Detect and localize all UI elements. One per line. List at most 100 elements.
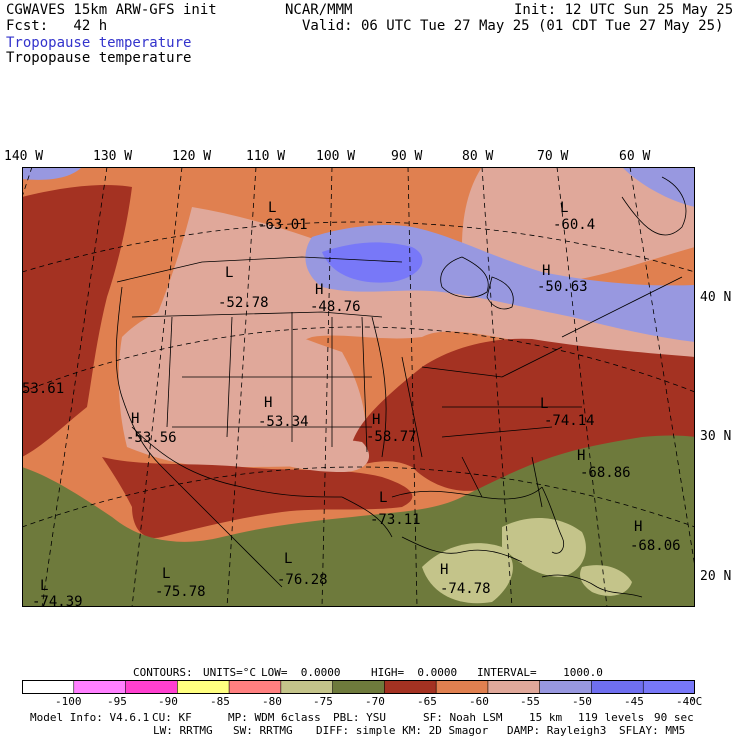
- extremum-value: -75.78: [155, 584, 206, 600]
- extremum-type: L: [560, 200, 568, 216]
- time-step: 90 sec: [654, 711, 694, 724]
- extremum-type: L: [268, 200, 276, 216]
- colorbar-swatch: [125, 680, 179, 694]
- extremum-value: -48.76: [310, 299, 361, 315]
- extremum-marker: H -53.34: [258, 395, 309, 430]
- colorbar-label: -95: [107, 695, 127, 708]
- pbl-scheme: PBL: YSU: [333, 711, 386, 724]
- extremum-value: -74.14: [544, 413, 595, 429]
- extremum-marker: L -63.01: [257, 200, 308, 233]
- extremum-value: 53.61: [22, 381, 64, 397]
- lon-label-140w: 140 W: [4, 149, 44, 164]
- valid-time: Valid: 06 UTC Tue 27 May 25 (01 CDT Tue …: [302, 18, 724, 34]
- extremum-marker: H -58.77: [366, 412, 417, 445]
- colorbar-label: -85: [210, 695, 230, 708]
- lon-label-120w: 120 W: [172, 149, 212, 164]
- colorbar-swatch: [280, 680, 334, 694]
- extremum-marker: H -68.06: [630, 519, 681, 554]
- tropopause-temperature-map: L -63.01 L -60.4 H -50.63 L -52.78 H -48…: [22, 167, 695, 607]
- extremum-value: -53.34: [258, 414, 309, 430]
- colorbar-label: -75: [313, 695, 333, 708]
- colorbar-label: -40: [676, 695, 696, 708]
- extremum-marker: H -48.76: [310, 282, 361, 315]
- extremum-type: H: [542, 263, 550, 279]
- colorbar-swatch: [73, 680, 127, 694]
- low-label: LOW= 0.0000: [261, 666, 341, 679]
- colorbar-label: -80: [262, 695, 282, 708]
- extremum-type: H: [577, 448, 585, 464]
- diffusion-scheme: DIFF: simple KM: 2D Smagor: [316, 724, 489, 737]
- colorbar: [22, 680, 695, 694]
- extremum-type: H: [372, 412, 380, 428]
- extremum-type: L: [379, 490, 387, 506]
- colorbar-label: -45: [624, 695, 644, 708]
- colorbar-label: -70: [365, 695, 385, 708]
- extremum-marker: H -68.86: [577, 448, 631, 481]
- extremum-marker: L -74.14: [540, 396, 595, 429]
- extremum-marker: L -74.39: [32, 578, 83, 607]
- lat-label-20n: 20 N: [700, 569, 732, 584]
- extremum-marker: H -50.63: [537, 263, 588, 295]
- extremum-type: L: [284, 551, 292, 567]
- extremum-value: -50.63: [537, 279, 588, 295]
- colorbar-label: -55: [520, 695, 540, 708]
- extremum-value: -60.4: [553, 217, 595, 233]
- shortwave-scheme: SW: RRTMG: [233, 724, 293, 737]
- extremum-type: L: [540, 396, 548, 412]
- extremum-type: H: [264, 395, 272, 411]
- colorbar-swatch: [642, 680, 695, 694]
- lat-label-40n: 40 N: [700, 290, 732, 305]
- extremum-value: -53.56: [126, 430, 177, 446]
- map-frame: [22, 167, 695, 607]
- projection-lines: [22, 167, 695, 607]
- extremum-marker: 53.61: [22, 381, 64, 397]
- colorbar-swatch: [591, 680, 645, 694]
- damping-scheme: DAMP: Rayleigh3: [507, 724, 607, 737]
- lon-label-80w: 80 W: [462, 149, 494, 164]
- extremum-marker: L -73.11: [370, 490, 421, 528]
- forecast-hour: Fcst: 42 h: [6, 18, 108, 34]
- extremum-type: L: [162, 566, 170, 582]
- model-info: Model Info: V4.6.1: [30, 711, 150, 724]
- vertical-levels: 119 levels: [578, 711, 645, 724]
- extremum-type: H: [131, 411, 139, 427]
- model-title: CGWAVES 15km ARW-GFS init: [6, 2, 217, 18]
- colorbar-label: -50: [572, 695, 592, 708]
- extremum-value: -68.06: [630, 538, 681, 554]
- extremum-value: -73.11: [370, 512, 421, 528]
- extremum-type: H: [440, 562, 448, 578]
- extremum-marker: L -52.78: [218, 265, 269, 311]
- colorbar-unit: °C: [689, 695, 703, 708]
- contours-label: CONTOURS:: [133, 666, 193, 679]
- colorbar-label: -65: [417, 695, 437, 708]
- extremum-type: H: [634, 519, 642, 535]
- field-title-secondary: Tropopause temperature: [6, 50, 192, 66]
- colorbar-label: -100: [55, 695, 82, 708]
- extremum-type: L: [40, 578, 48, 594]
- colorbar-label: -60: [469, 695, 489, 708]
- surface-scheme: SF: Noah LSM: [423, 711, 503, 724]
- microphysics-scheme: MP: WDM 6class: [228, 711, 321, 724]
- colorbar-swatch: [22, 680, 75, 694]
- extremum-value: -68.86: [580, 465, 631, 481]
- extrema-labels: L -63.01 L -60.4 H -50.63 L -52.78 H -48…: [22, 200, 681, 607]
- extremum-marker: H -53.56: [126, 411, 177, 446]
- colorbar-swatch: [539, 680, 593, 694]
- extremum-value: -74.39: [32, 594, 83, 607]
- colorbar-swatch: [384, 680, 437, 694]
- high-label: HIGH= 0.0000: [371, 666, 458, 679]
- resolution: 15 km: [529, 711, 563, 724]
- extremum-value: -74.78: [440, 581, 491, 597]
- extremum-type: H: [315, 282, 323, 298]
- cumulus-scheme: CU: KF: [152, 711, 192, 724]
- political-boundaries: [115, 176, 687, 598]
- center-label: NCAR/MMM: [285, 2, 353, 18]
- lon-label-100w: 100 W: [316, 149, 356, 164]
- lon-label-60w: 60 W: [619, 149, 651, 164]
- colorbar-swatch: [435, 680, 489, 694]
- extremum-value: -63.01: [257, 217, 308, 233]
- units-label: UNITS=°C: [203, 666, 256, 679]
- extremum-marker: L -60.4: [553, 200, 595, 233]
- field-title-primary: Tropopause temperature: [6, 35, 192, 51]
- longwave-scheme: LW: RRTMG: [153, 724, 213, 737]
